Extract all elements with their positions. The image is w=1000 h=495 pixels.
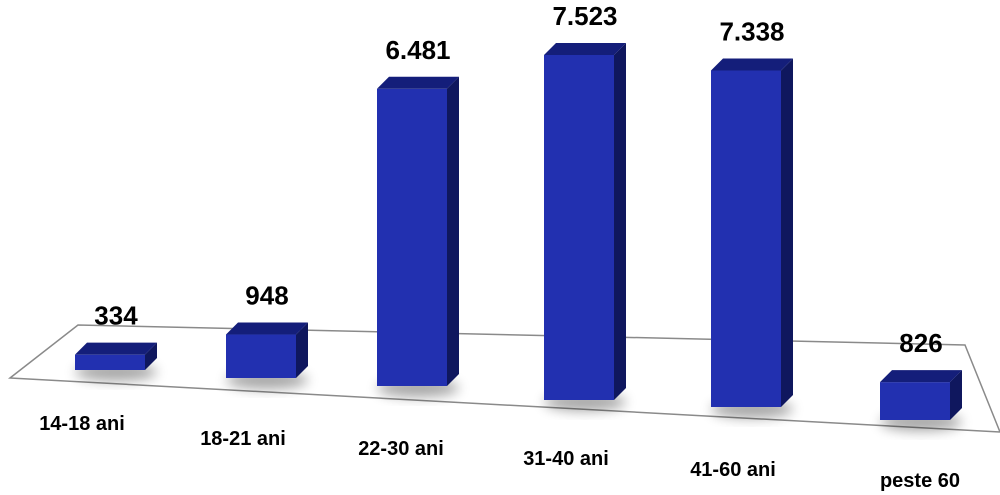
bar-side-face (296, 322, 308, 378)
bar-top-face (880, 370, 962, 383)
category-label: 41-60 ani (690, 459, 776, 481)
bar (880, 370, 962, 431)
bar-value-label: 948 (245, 281, 288, 311)
category-label: 31-40 ani (523, 448, 609, 470)
bar-front-face (711, 70, 781, 408)
bar (711, 58, 793, 418)
bar-side-face (447, 76, 459, 386)
bar-top-face (711, 58, 793, 71)
category-label: peste 60 (880, 470, 960, 492)
bar-top-face (75, 342, 157, 355)
bar-value-label: 7.338 (719, 16, 784, 46)
bar (226, 322, 308, 389)
bar-side-face (950, 370, 962, 420)
bars-group (75, 43, 962, 431)
bar-side-face (614, 43, 626, 400)
bar-side-face (781, 58, 793, 408)
category-label: 22-30 ani (358, 438, 444, 460)
value-labels-group: 334 948 6.481 7.523 7.338 826 (94, 1, 942, 358)
bar-front-face (226, 334, 296, 378)
chart-floor (7, 324, 1000, 433)
bar (377, 76, 459, 397)
bar (75, 342, 157, 381)
category-label: 18-21 ani (200, 428, 286, 450)
bar-value-label: 334 (94, 301, 138, 331)
bar-value-label: 826 (899, 328, 942, 358)
bar-side-face (145, 342, 157, 370)
bar-value-label: 6.481 (385, 35, 450, 65)
bar-front-face (75, 354, 145, 370)
bar-top-face (377, 76, 459, 89)
bar (544, 43, 626, 411)
bar-front-face (544, 55, 614, 400)
bar-value-label: 7.523 (552, 1, 617, 31)
bar-front-face (377, 88, 447, 386)
bar-top-face (226, 322, 308, 335)
bar-top-face (544, 43, 626, 55)
category-labels-group: 14-18 ani 18-21 ani 22-30 ani 31-40 ani 41-6… (39, 413, 960, 492)
bar-front-face (880, 382, 950, 420)
category-label: 14-18 ani (39, 413, 125, 435)
